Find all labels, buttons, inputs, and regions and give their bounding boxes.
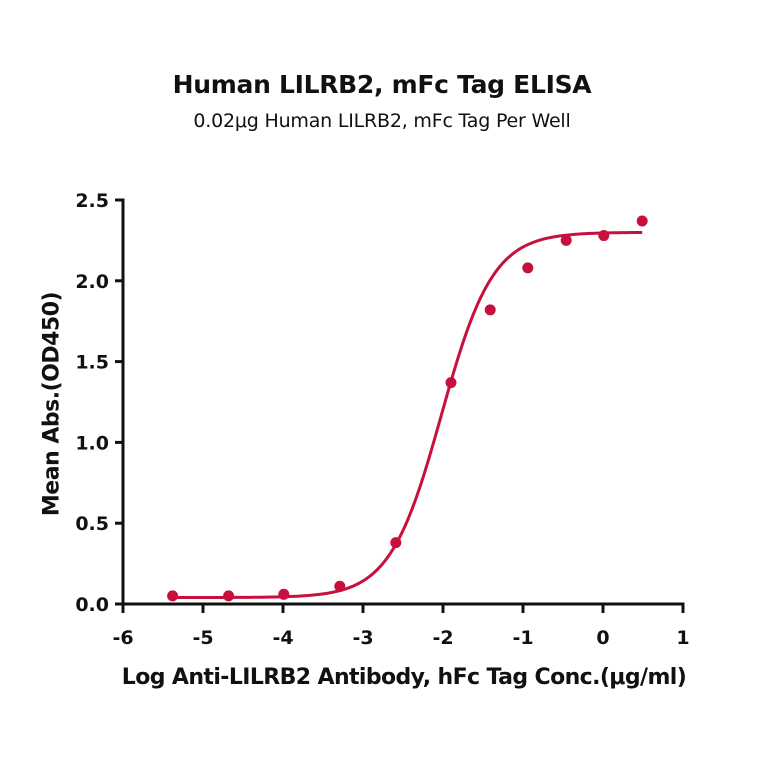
- y-tick-label: 1.0: [75, 432, 109, 454]
- x-tick-label: -3: [352, 627, 373, 649]
- data-point: [484, 304, 496, 316]
- data-point: [598, 230, 610, 242]
- x-tick-label: -4: [272, 627, 293, 649]
- data-point: [223, 590, 235, 602]
- data-point: [522, 262, 534, 274]
- y-tick-label: 0.5: [75, 513, 109, 535]
- axes: 0.0 0.5 1.0 1.5 2.0 2.5 -6 -5 -4 -3 -2 -1 0 1: [75, 190, 689, 649]
- data-points: [167, 215, 648, 602]
- data-point: [445, 377, 457, 389]
- x-tick-label: 0: [596, 627, 609, 649]
- data-point: [167, 590, 179, 602]
- x-tick-label: -1: [512, 627, 533, 649]
- x-tick-label: -5: [192, 627, 213, 649]
- data-point: [334, 580, 346, 592]
- fit-curve-path: [172, 230, 643, 600]
- y-tick-label: 2.0: [75, 271, 109, 293]
- data-point: [278, 588, 290, 600]
- y-axis-label: Mean Abs.(OD450): [39, 291, 65, 517]
- y-tick-label: 1.5: [75, 352, 109, 374]
- data-point: [560, 234, 572, 246]
- x-tick-label: -6: [112, 627, 133, 649]
- data-point: [390, 537, 402, 549]
- data-point: [636, 215, 648, 227]
- y-tick-label: 0.0: [75, 594, 109, 616]
- chart-subtitle: 0.02μg Human LILRB2, mFc Tag Per Well: [193, 110, 571, 132]
- y-tick-label: 2.5: [75, 190, 109, 212]
- fit-curve: [172, 230, 643, 600]
- x-tick-label: 1: [676, 627, 689, 649]
- x-tick-label: -2: [432, 627, 453, 649]
- x-axis-label: Log Anti-LILRB2 Antibody, hFc Tag Conc.(…: [121, 665, 687, 690]
- chart-title: Human LILRB2, mFc Tag ELISA: [172, 70, 592, 99]
